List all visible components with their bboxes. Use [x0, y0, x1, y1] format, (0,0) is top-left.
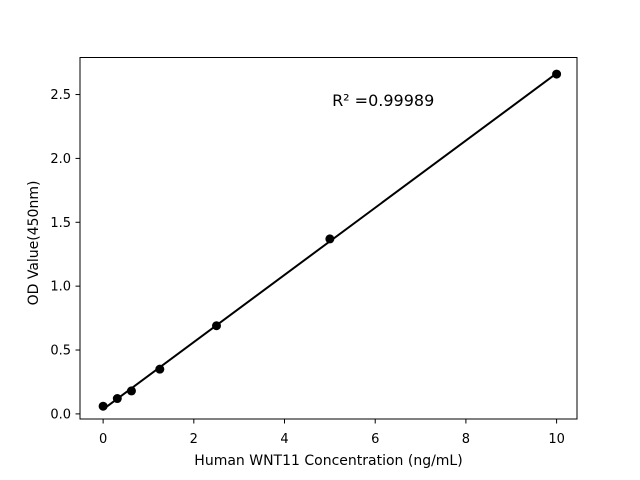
x-axis-label: Human WNT11 Concentration (ng/mL): [194, 453, 462, 469]
r-squared-annotation: R² =0.99989: [332, 91, 434, 110]
x-axis-ticks: 0 2 4 6 8 10: [99, 419, 565, 447]
data-point-marker: [112, 394, 122, 404]
y-axis-ticks: 0.0 0.5 1.0 1.5 2.0 2.5: [50, 88, 80, 422]
y-tick-label: 2.0: [50, 152, 71, 167]
data-point-marker: [211, 321, 221, 331]
x-tick-label: 10: [548, 432, 565, 447]
y-tick-label: 2.5: [50, 88, 71, 103]
data-point-marker: [98, 401, 108, 411]
x-tick-label: 0: [99, 432, 107, 447]
x-tick-label: 6: [371, 432, 379, 447]
data-point-marker: [325, 234, 335, 244]
data-point-marker: [552, 69, 562, 79]
data-points-group: [98, 69, 562, 411]
y-tick-label: 0.5: [50, 344, 71, 359]
data-point-marker: [126, 386, 136, 396]
y-axis-label: OD Value(450nm): [26, 181, 42, 306]
x-tick-label: 2: [190, 432, 198, 447]
y-tick-label: 1.0: [50, 280, 71, 295]
plot-area-frame: [79, 57, 578, 420]
data-point-marker: [155, 364, 165, 374]
x-tick-label: 8: [462, 432, 470, 447]
x-tick-label: 4: [280, 432, 288, 447]
y-tick-label: 1.5: [50, 216, 71, 231]
y-tick-label: 0.0: [50, 407, 71, 422]
